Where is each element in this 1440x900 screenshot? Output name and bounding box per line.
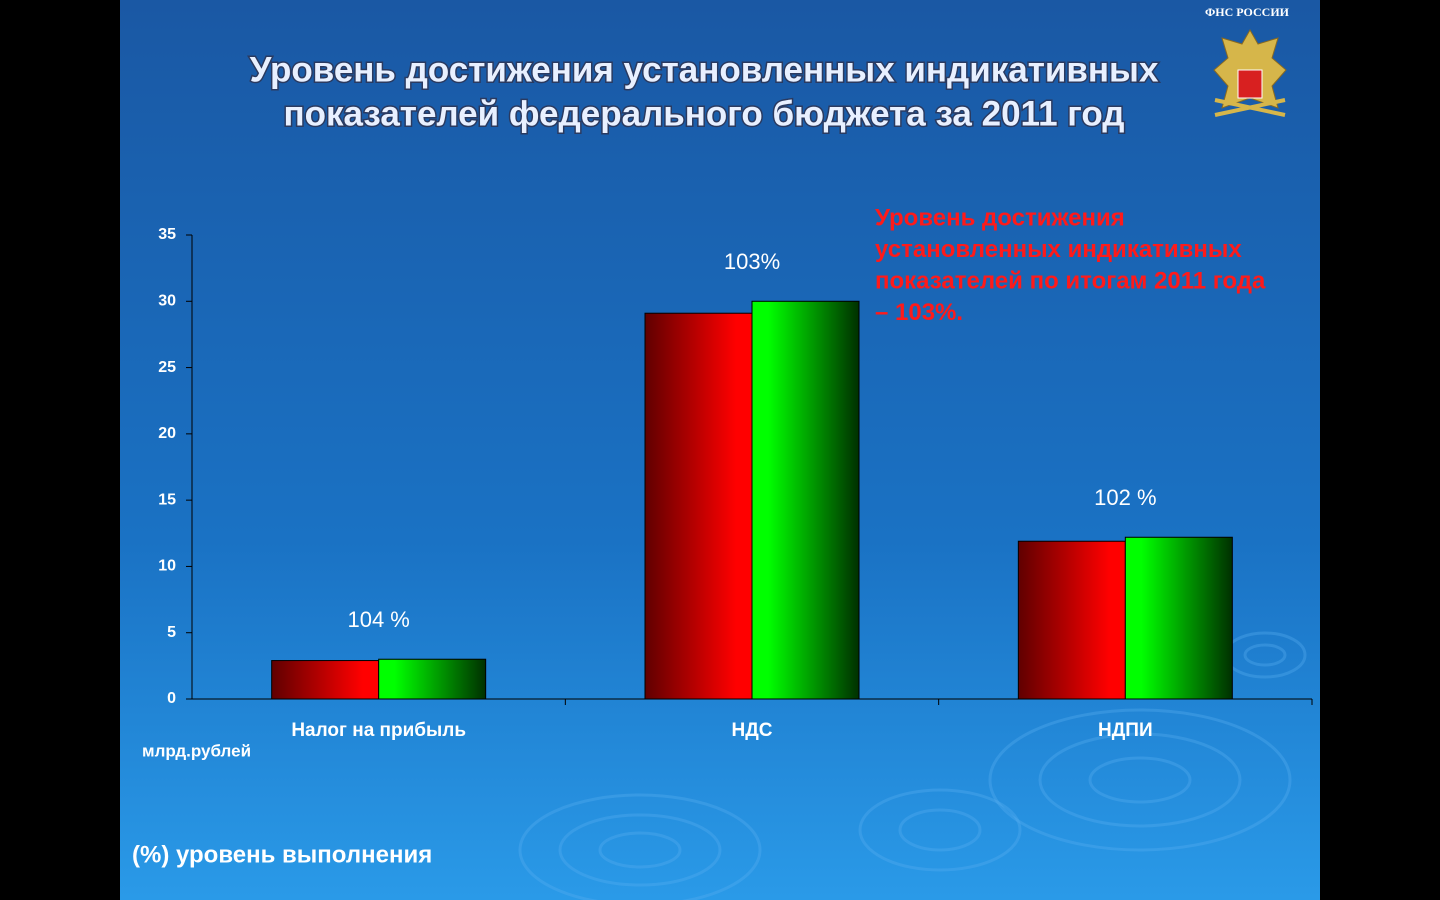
annotation: установленных индикативных (875, 236, 1242, 263)
chart-title: Уровень достижения установленных индикат… (250, 50, 1159, 89)
category-label: 104 % (347, 607, 409, 632)
category-label: 103% (724, 249, 780, 274)
annotation: показателей по итогам 2011 года (875, 267, 1266, 294)
y-tick-label: 35 (158, 226, 176, 243)
chart-title: показателей федерального бюджета за 2011… (283, 94, 1124, 133)
bar (1017, 540, 1126, 700)
bar (1124, 536, 1233, 700)
bar (751, 300, 860, 700)
logo-text: ФНС РОССИИ (1205, 5, 1290, 19)
category-label: 102 % (1094, 485, 1156, 510)
x-tick-label: НДС (732, 720, 773, 741)
bar (271, 660, 380, 700)
y-tick-label: 30 (158, 293, 176, 310)
annotation: – 103%. (875, 299, 963, 326)
emblem (1213, 28, 1287, 117)
y-unit-label: млрд.рублей (142, 741, 251, 760)
y-tick-label: 25 (158, 359, 176, 376)
y-tick-label: 10 (158, 558, 176, 575)
bar (644, 312, 753, 700)
y-tick-label: 5 (167, 624, 176, 641)
x-tick-label: НДПИ (1098, 720, 1153, 741)
footnote: (%) уровень выполнения (132, 841, 432, 868)
x-tick-label: Налог на прибыль (291, 720, 466, 741)
bar (378, 658, 487, 700)
y-tick-label: 0 (167, 690, 176, 707)
y-tick-label: 15 (158, 491, 176, 508)
y-tick-label: 20 (158, 425, 176, 442)
annotation: Уровень достижения (875, 204, 1125, 231)
